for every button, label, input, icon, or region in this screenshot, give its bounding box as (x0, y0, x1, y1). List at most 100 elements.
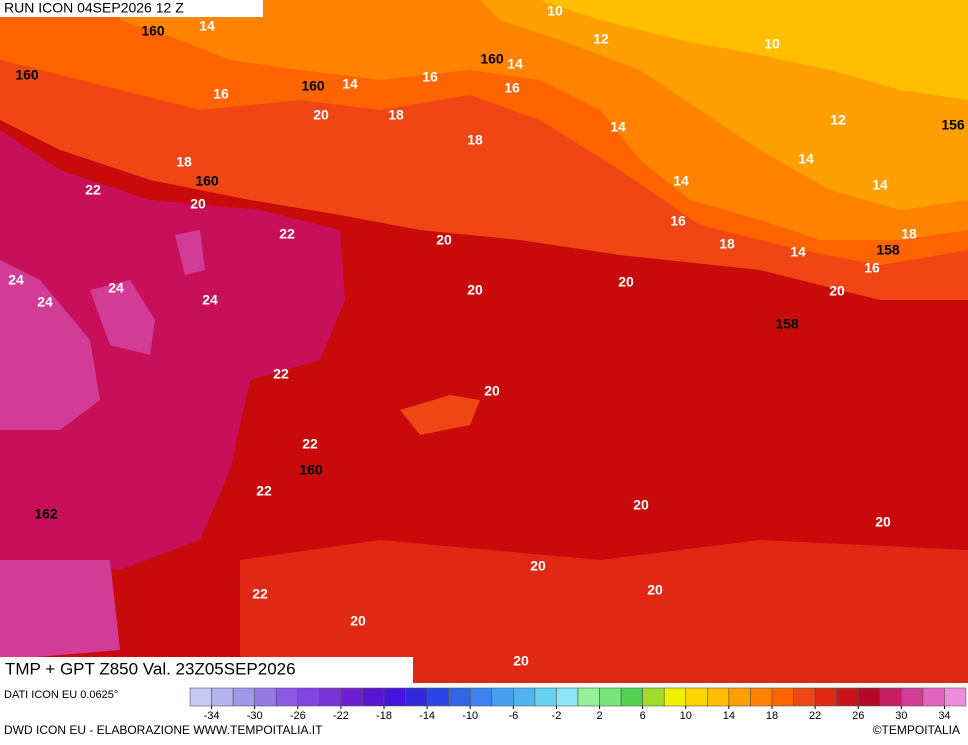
contour-label: 160 (299, 462, 323, 478)
contour-label: 18 (176, 154, 192, 170)
contour-label: 14 (673, 173, 689, 189)
contour-label: 22 (279, 226, 295, 242)
contour-label: 160 (301, 78, 325, 94)
colorbar-swatch (663, 687, 687, 707)
contour-label: 14 (790, 244, 806, 260)
contour-label: 160 (195, 173, 219, 189)
contour-label: 24 (108, 280, 124, 296)
contour-label: 14 (342, 76, 358, 92)
field-pink (175, 230, 205, 275)
copyright: ©TEMPOITALIA (873, 723, 960, 737)
contour-label: 162 (34, 506, 58, 522)
contour-label: 158 (876, 242, 900, 258)
contour-label: 20 (467, 282, 483, 298)
field-south (240, 540, 968, 683)
colorbar-tick-label: 14 (723, 710, 735, 722)
colorbar-swatch (254, 687, 277, 707)
colorbar-swatch (944, 687, 967, 707)
contour-label: 22 (273, 366, 289, 382)
contour-label: 22 (85, 182, 101, 198)
contour-label: 158 (775, 316, 799, 332)
contour-label: 20 (350, 613, 366, 629)
colorbar-swatch (685, 687, 708, 707)
colorbar-tick-label: -30 (247, 710, 263, 722)
field-yellow (540, 0, 968, 100)
colorbar-tick-label: -34 (204, 710, 220, 722)
title-box (0, 657, 413, 683)
contour-label: 24 (37, 294, 53, 310)
colorbar-tick-label: -18 (376, 710, 392, 722)
colorbar-swatch (599, 687, 622, 707)
contour-label: 18 (467, 132, 483, 148)
colorbar-swatch (750, 687, 773, 707)
colorbar-swatch (556, 687, 579, 707)
contour-label: 22 (252, 586, 268, 602)
field-pink (0, 260, 100, 430)
contour-label: 20 (829, 283, 845, 299)
colorbar-tick-label: -10 (462, 710, 478, 722)
colorbar-swatch (275, 687, 299, 707)
contour-label: 18 (901, 226, 917, 242)
colorbar-tick-label: -6 (508, 710, 518, 722)
contour-label: 20 (313, 107, 329, 123)
colorbar-swatch (189, 687, 212, 707)
contour-label: 14 (199, 18, 215, 34)
colorbar-swatch (707, 687, 730, 707)
contour-label: 18 (719, 236, 735, 252)
colorbar-swatch (620, 687, 643, 707)
contour-label: 16 (422, 69, 438, 85)
colorbar-swatch (642, 687, 665, 707)
colorbar-tick-label: 34 (938, 710, 950, 722)
colorbar-swatch (836, 687, 859, 707)
colorbar-tick-label: 26 (852, 710, 864, 722)
colorbar-swatch (513, 687, 536, 707)
colorbar-swatch (448, 687, 471, 707)
contour-label: 12 (593, 31, 609, 47)
contour-label: 20 (513, 653, 529, 669)
source: DATI ICON EU 0.0625° (4, 689, 118, 701)
field-pink (90, 280, 155, 355)
colorbar-tick-label: -2 (552, 710, 562, 722)
colorbar-swatch (491, 687, 514, 707)
colorbar-swatch (405, 687, 428, 707)
contour-label: 20 (647, 582, 663, 598)
contour-label: 14 (610, 119, 626, 135)
colorbar-tick-label: 22 (809, 710, 821, 722)
colorbar-swatch (728, 687, 751, 707)
contour-label: 160 (480, 51, 504, 67)
colorbar-swatch (340, 687, 363, 707)
contour-label: 18 (388, 107, 404, 123)
contour-label: 16 (213, 86, 229, 102)
colorbar-tick-label: 30 (895, 710, 907, 722)
contour-label: 14 (507, 56, 523, 72)
contour-label: 160 (15, 67, 39, 83)
contour-label: 22 (302, 436, 318, 452)
contour-label: 20 (618, 274, 634, 290)
contour-label: 160 (141, 23, 165, 39)
contour-label: 20 (436, 232, 452, 248)
colorbar-swatch (922, 687, 945, 707)
field-warm-patch (400, 395, 480, 435)
colorbar-swatch (771, 687, 794, 707)
contour-label: 10 (547, 3, 563, 19)
contour-label: 156 (941, 117, 965, 133)
colorbar-swatch (469, 687, 493, 707)
colorbar-swatch (426, 687, 449, 707)
colorbar-swatch (534, 687, 557, 707)
colorbar-swatch (383, 687, 406, 707)
colorbar-tick-label: 2 (596, 710, 602, 722)
colorbar: -34 -30 -26 -22 -18 -14 -10 -6 -2 2 6 10 14 18 22 26 30 3… (189, 687, 967, 722)
contour-label: 20 (484, 383, 500, 399)
colorbar-tick-label: 18 (766, 710, 778, 722)
colorbar-swatch (879, 687, 902, 707)
colorbar-swatch (211, 687, 234, 707)
contour-label: 16 (670, 213, 686, 229)
colorbar-swatch (577, 687, 600, 707)
map-title: TMP + GPT Z850 Val. 23Z05SEP2026 (5, 659, 296, 678)
colorbar-swatch (297, 687, 320, 707)
contour-label: 10 (764, 36, 780, 52)
header-box (0, 0, 263, 17)
contour-label: 20 (190, 196, 206, 212)
